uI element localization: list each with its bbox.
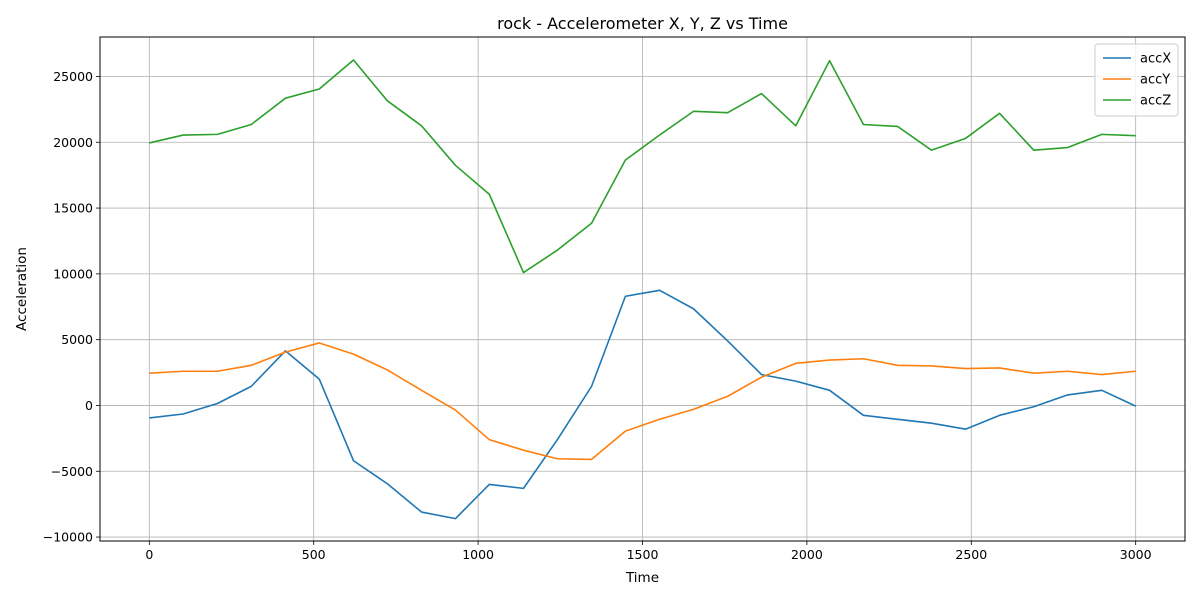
y-tick-label: 10000: [53, 266, 93, 281]
x-tick-label: 1000: [462, 547, 494, 562]
y-tick-label: 20000: [53, 135, 93, 150]
series-lines: [149, 59, 1137, 520]
y-tick-label: 25000: [53, 69, 93, 84]
y-tick-label: 0: [85, 398, 93, 413]
legend-label-accZ: accZ: [1140, 94, 1171, 109]
x-tick-label: 3000: [1120, 547, 1152, 562]
x-tick-label: 0: [145, 547, 153, 562]
legend-label-accX: accX: [1140, 52, 1171, 67]
y-axis-ticks: −10000 −5000 0 5000 10000 15000 20000 25000: [43, 69, 100, 545]
x-tick-label: 2000: [791, 547, 823, 562]
series-line-accZ: [149, 59, 1136, 274]
legend-box: [1094, 43, 1179, 117]
y-tick-label: −5000: [51, 464, 93, 479]
series-line-accY: [149, 342, 1136, 461]
grid-lines: [100, 37, 1185, 541]
x-axis-ticks: 0 500 1000 1500 2000 2500 3000: [145, 541, 1152, 562]
legend: accX accY accZ: [1094, 43, 1179, 117]
y-tick-label: 15000: [53, 201, 93, 216]
y-tick-label: 5000: [61, 332, 93, 347]
chart-title: rock - Accelerometer X, Y, Z vs Time: [497, 14, 788, 33]
x-tick-label: 500: [302, 547, 326, 562]
series-line-accX: [149, 289, 1137, 520]
y-tick-label: −10000: [43, 530, 93, 545]
y-axis-label: Acceleration: [14, 247, 30, 331]
legend-label-accY: accY: [1140, 73, 1170, 88]
x-tick-label: 1500: [627, 547, 659, 562]
x-tick-label: 2500: [955, 547, 987, 562]
x-axis-label: Time: [625, 570, 659, 586]
